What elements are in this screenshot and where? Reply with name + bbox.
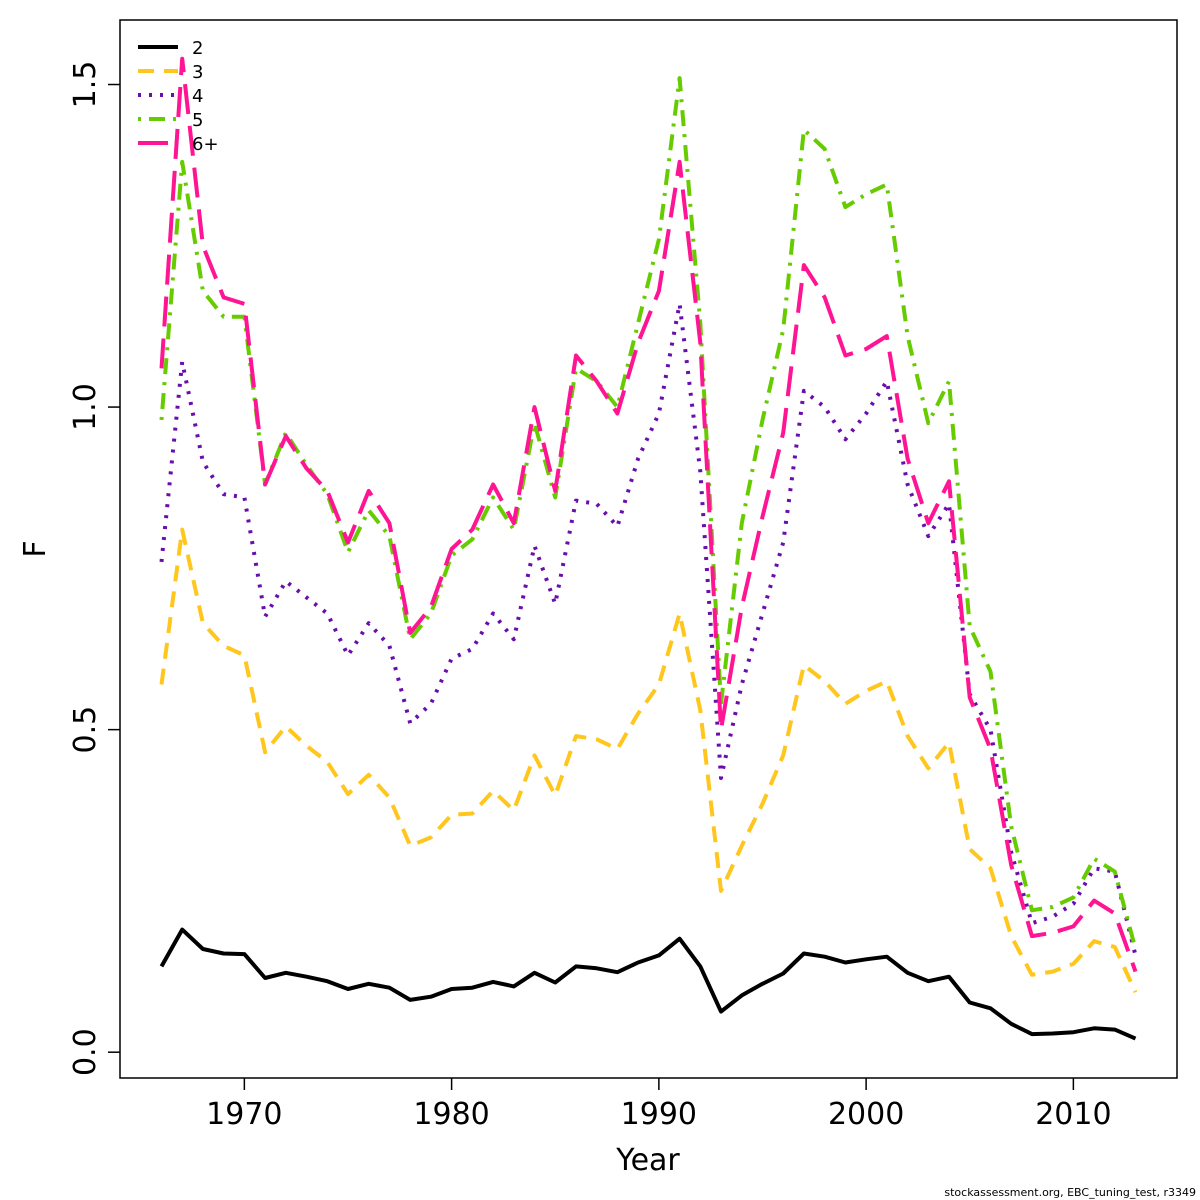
footer-credit: stockassessment.org, EBC_tuning_test, r3…: [944, 1186, 1196, 1199]
x-tick-label: 1990: [621, 1097, 697, 1132]
x-tick-label: 2010: [1035, 1097, 1111, 1132]
legend-label: 2: [192, 38, 203, 59]
legend-label: 5: [192, 110, 203, 131]
y-tick-label: 0.0: [68, 1028, 103, 1076]
x-tick-label: 1970: [206, 1097, 282, 1132]
legend: 2 3 4 5 6+: [138, 38, 219, 155]
y-tick-label: 0.5: [68, 706, 103, 754]
x-axis: 1970 1980 1990 2000 2010: [206, 1078, 1112, 1132]
plot-frame: [119, 19, 1178, 1079]
series-line-6plus: [159, 56, 1138, 973]
y-axis: 0.0 0.5 1.0 1.5: [68, 61, 120, 1076]
legend-label: 6+: [192, 134, 219, 155]
x-tick-label: 2000: [828, 1097, 904, 1132]
x-tick-label: 1980: [413, 1097, 489, 1132]
series-line-2: [159, 927, 1137, 1041]
x-axis-title: Year: [615, 1143, 680, 1178]
legend-label: 4: [192, 86, 203, 107]
series-line-4: [159, 301, 1138, 956]
y-axis-title: F: [18, 540, 53, 557]
y-tick-label: 1.5: [68, 61, 103, 109]
series-line-3: [159, 527, 1138, 994]
series-layer: [159, 56, 1138, 1041]
legend-label: 3: [192, 62, 203, 83]
series-line-5: [159, 76, 1138, 950]
y-tick-label: 1.0: [68, 383, 103, 431]
